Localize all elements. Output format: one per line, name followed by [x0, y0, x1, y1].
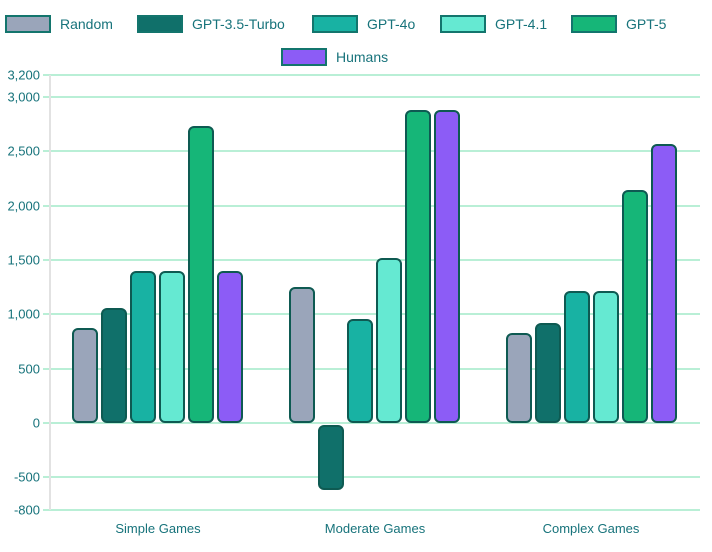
bar-random-moderate-games — [289, 287, 315, 423]
legend-item-gpt-5[interactable]: GPT-5 — [571, 13, 666, 35]
legend-label-gpt-5: GPT-5 — [626, 16, 667, 32]
gridline-2000 — [43, 204, 700, 207]
gridline-1500 — [43, 258, 700, 261]
x-axis-category-label: Simple Games — [115, 521, 201, 536]
bar-humans-complex-games — [651, 143, 677, 423]
bar-gpt-4o-simple-games — [130, 270, 156, 423]
gridline--800 — [43, 509, 700, 511]
gridline-3000 — [43, 95, 700, 98]
bar-gpt-5-complex-games — [622, 190, 648, 423]
bar-gpt-4o-moderate-games — [347, 318, 373, 423]
y-axis-tick-label: -800 — [13, 502, 40, 518]
x-axis-category-label: Moderate Games — [324, 521, 426, 536]
y-axis-tick-label: -500 — [13, 469, 40, 485]
bar-random-simple-games — [72, 328, 98, 423]
y-axis-line — [49, 75, 51, 510]
legend-swatch-humans — [281, 48, 327, 66]
bar-gpt-4-1-complex-games — [593, 291, 619, 423]
y-axis-tick-label: 1,000 — [7, 306, 40, 322]
legend-swatch-random — [5, 15, 51, 33]
legend-swatch-gpt-5 — [571, 15, 617, 33]
bar-random-complex-games — [506, 332, 532, 423]
legend-label-gpt-4o: GPT-4o — [367, 16, 416, 32]
y-axis-tick-label: 500 — [18, 361, 40, 377]
gridline-2500 — [43, 150, 700, 153]
legend-item-gpt-4o[interactable]: GPT-4o — [312, 13, 415, 35]
gridline--500 — [43, 476, 700, 479]
gridline-0 — [43, 422, 700, 424]
legend-swatch-gpt-3-5-turbo — [137, 15, 183, 33]
legend-label-gpt-4-1: GPT-4.1 — [495, 16, 548, 32]
gridline-1000 — [43, 313, 700, 316]
bar-gpt-5-simple-games — [188, 126, 214, 423]
legend-item-humans[interactable]: Humans — [281, 46, 388, 68]
y-axis-tick-label: 2,000 — [7, 198, 40, 213]
y-axis-tick-label: 2,500 — [7, 143, 40, 159]
legend-item-gpt-3-5-turbo[interactable]: GPT-3.5-Turbo — [137, 13, 285, 35]
bar-gpt-3-5-turbo-simple-games — [101, 307, 127, 423]
bar-humans-moderate-games — [434, 109, 460, 423]
y-axis-tick-label: 0 — [32, 415, 40, 431]
bar-gpt-5-moderate-games — [405, 109, 431, 423]
x-axis-category-label: Complex Games — [542, 521, 640, 536]
legend-swatch-gpt-4o — [312, 15, 358, 33]
legend-label-gpt-3-5-turbo: GPT-3.5-Turbo — [192, 16, 285, 32]
legend-label-random: Random — [60, 16, 113, 32]
legend-label-humans: Humans — [336, 49, 389, 65]
bar-gpt-4o-complex-games — [564, 291, 590, 423]
y-axis-tick-label: 3,200 — [7, 67, 40, 83]
legend-item-gpt-4-1[interactable]: GPT-4.1 — [440, 13, 547, 35]
bar-gpt-4-1-moderate-games — [376, 257, 402, 423]
gridline-3200 — [43, 74, 700, 76]
bar-gpt-3-5-turbo-moderate-games — [318, 425, 344, 491]
bar-gpt-4-1-simple-games — [159, 270, 185, 423]
bar-gpt-3-5-turbo-complex-games — [535, 322, 561, 423]
legend-item-random[interactable]: Random — [5, 13, 113, 35]
y-axis-tick-label: 3,000 — [7, 89, 40, 105]
legend-swatch-gpt-4-1 — [440, 15, 486, 33]
y-axis-tick-label: 1,500 — [7, 252, 40, 268]
bar-humans-simple-games — [217, 270, 243, 423]
